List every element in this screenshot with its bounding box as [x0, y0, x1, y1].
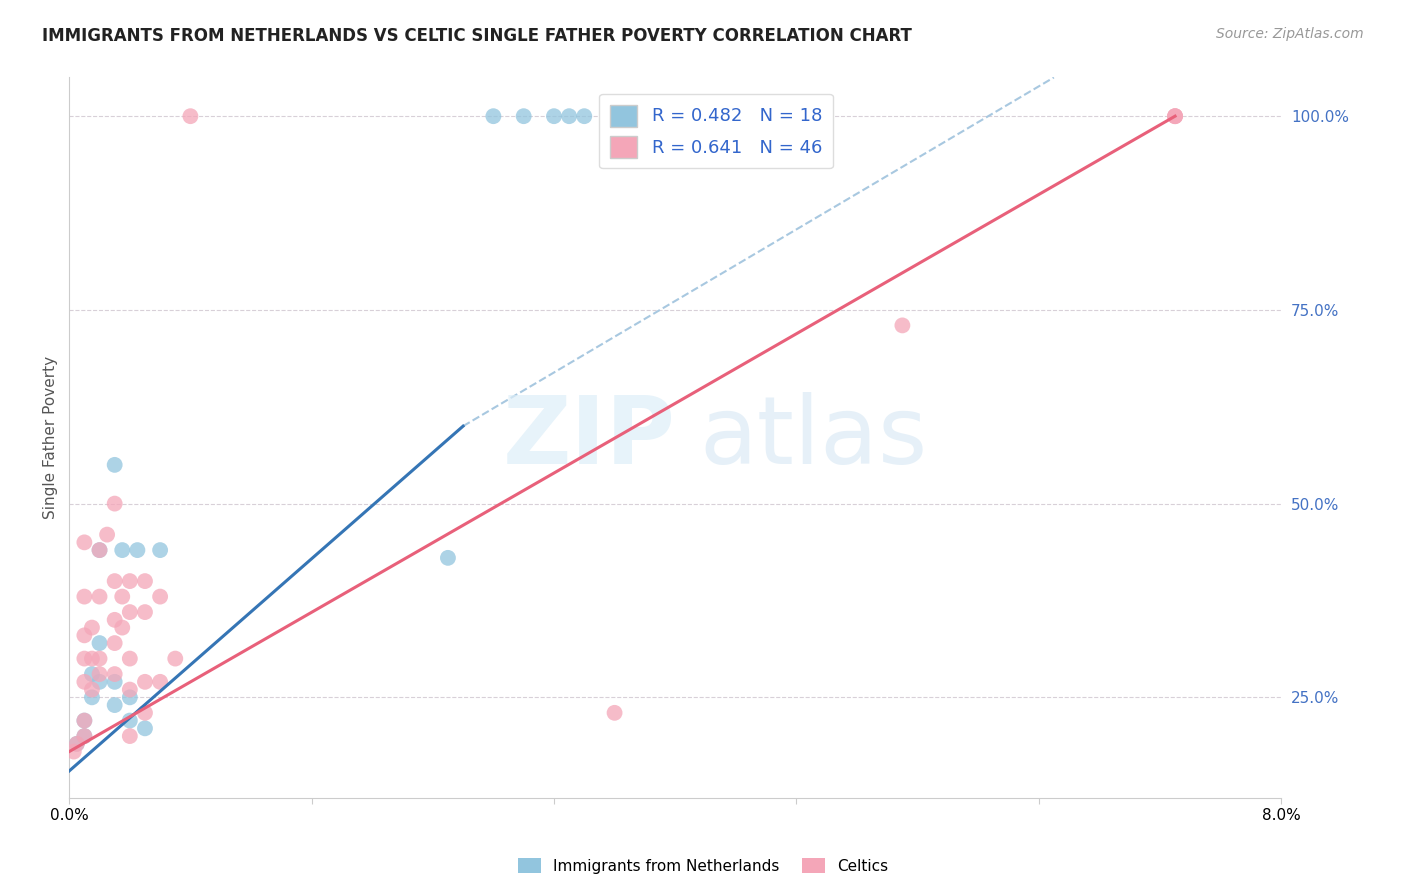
- Legend: Immigrants from Netherlands, Celtics: Immigrants from Netherlands, Celtics: [512, 852, 894, 880]
- Text: Source: ZipAtlas.com: Source: ZipAtlas.com: [1216, 27, 1364, 41]
- Y-axis label: Single Father Poverty: Single Father Poverty: [44, 356, 58, 519]
- Text: atlas: atlas: [699, 392, 928, 483]
- Point: [149, 543, 172, 558]
- Point: [80, 682, 103, 697]
- Point: [118, 714, 141, 728]
- Point: [165, 651, 187, 665]
- Point: [89, 674, 111, 689]
- Point: [104, 674, 127, 689]
- Point: [619, 109, 641, 123]
- Point: [118, 574, 141, 588]
- Point: [118, 690, 141, 705]
- Point: [89, 543, 111, 558]
- Point: [104, 698, 127, 712]
- Point: [118, 605, 141, 619]
- Point: [73, 628, 96, 642]
- Point: [104, 613, 127, 627]
- Point: [104, 667, 127, 681]
- Point: [574, 109, 596, 123]
- Point: [111, 543, 134, 558]
- Point: [127, 543, 149, 558]
- Point: [66, 737, 89, 751]
- Point: [66, 737, 89, 751]
- Point: [149, 674, 172, 689]
- Point: [104, 574, 127, 588]
- Point: [603, 706, 626, 720]
- Point: [80, 690, 103, 705]
- Point: [80, 667, 103, 681]
- Point: [118, 682, 141, 697]
- Point: [134, 574, 156, 588]
- Point: [149, 590, 172, 604]
- Point: [111, 590, 134, 604]
- Point: [179, 109, 201, 123]
- Point: [437, 550, 460, 565]
- Point: [134, 605, 156, 619]
- Point: [134, 674, 156, 689]
- Point: [634, 109, 657, 123]
- Point: [118, 729, 141, 743]
- Point: [89, 543, 111, 558]
- Point: [73, 714, 96, 728]
- Point: [603, 109, 626, 123]
- Point: [111, 621, 134, 635]
- Point: [104, 458, 127, 472]
- Point: [1346, 109, 1368, 123]
- Point: [89, 667, 111, 681]
- Point: [134, 722, 156, 736]
- Text: ZIP: ZIP: [502, 392, 675, 483]
- Point: [891, 318, 914, 333]
- Point: [73, 535, 96, 549]
- Point: [80, 651, 103, 665]
- Point: [89, 590, 111, 604]
- Text: IMMIGRANTS FROM NETHERLANDS VS CELTIC SINGLE FATHER POVERTY CORRELATION CHART: IMMIGRANTS FROM NETHERLANDS VS CELTIC SI…: [42, 27, 912, 45]
- Point: [512, 109, 534, 123]
- Point: [73, 729, 96, 743]
- Point: [1164, 109, 1187, 123]
- Point: [1164, 109, 1187, 123]
- Point: [543, 109, 565, 123]
- Point: [104, 636, 127, 650]
- Point: [89, 636, 111, 650]
- Point: [96, 527, 118, 541]
- Point: [134, 706, 156, 720]
- Point: [73, 651, 96, 665]
- Point: [89, 651, 111, 665]
- Point: [80, 621, 103, 635]
- Point: [1164, 109, 1187, 123]
- Point: [73, 674, 96, 689]
- Point: [73, 729, 96, 743]
- Point: [558, 109, 581, 123]
- Point: [73, 714, 96, 728]
- Legend: R = 0.482   N = 18, R = 0.641   N = 46: R = 0.482 N = 18, R = 0.641 N = 46: [599, 94, 832, 169]
- Point: [73, 590, 96, 604]
- Point: [104, 497, 127, 511]
- Point: [482, 109, 505, 123]
- Point: [118, 651, 141, 665]
- Point: [62, 745, 84, 759]
